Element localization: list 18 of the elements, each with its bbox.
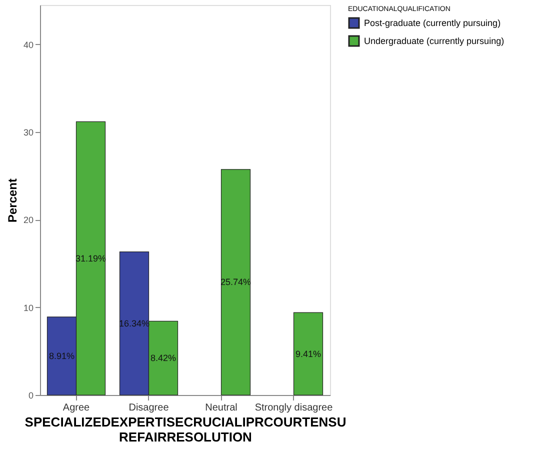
x-tick-label: Agree	[62, 402, 90, 414]
y-tick-label: 10	[23, 302, 34, 313]
x-tick-label: Neutral	[205, 402, 238, 414]
y-tick-label: 0	[28, 390, 34, 400]
y-tick-label: 40	[23, 40, 34, 50]
data-label: 8.91%	[48, 350, 75, 361]
y-axis-title: Percent	[5, 178, 20, 223]
x-axis-title: SPECIALIZEDEXPERTISECRUCIALIPRCOURTENSU REFAIRRESOLUTION	[24, 414, 346, 444]
data-label: 8.42%	[150, 353, 176, 364]
y-tick-label: 20	[23, 215, 34, 226]
data-label: 9.41%	[295, 348, 322, 359]
y-tick-label: 30	[23, 128, 34, 138]
legend-label: Post-graduate (currently pursuing)	[364, 18, 501, 28]
bar	[293, 312, 324, 396]
x-tick-label: Strongly disagree	[254, 402, 334, 414]
bar	[220, 169, 251, 396]
legend-label: Undergraduate (currently pursuing)	[364, 36, 504, 46]
x-tick-label: Disagree	[128, 402, 170, 414]
